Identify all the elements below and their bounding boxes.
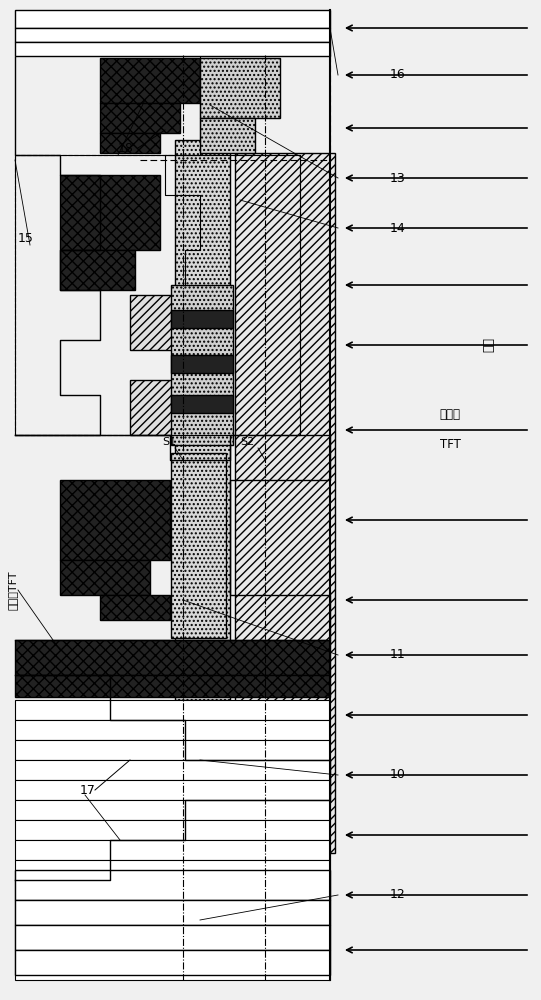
Bar [60,175,160,250]
Bar [15,760,330,780]
Bar [15,800,330,820]
Text: 18: 18 [118,141,134,154]
Bar [15,925,330,950]
Text: 12: 12 [390,888,406,902]
Text: S2: S2 [240,437,254,447]
Bar [175,140,230,700]
Bar [171,355,233,373]
Bar [60,480,170,560]
Bar [100,58,200,103]
Bar [15,640,330,675]
Bar [15,675,330,697]
Bar [130,380,175,435]
Text: 16: 16 [390,68,406,82]
Text: 13: 13 [390,172,406,184]
Bar [130,295,175,350]
Bar [15,950,330,975]
Bar [15,960,330,980]
Bar [200,58,280,118]
Bar [171,453,226,638]
Text: 17: 17 [80,784,96,796]
Text: 顶栅型TFT: 顶栅型TFT [8,570,18,610]
Bar [15,900,330,925]
Text: 底栅型: 底栅型 [439,408,460,422]
Text: 光线: 光线 [480,338,493,353]
Bar [15,42,330,56]
Text: 15: 15 [18,232,34,244]
Bar [15,820,330,840]
Bar [15,155,300,435]
Bar [15,920,330,940]
Text: TFT: TFT [439,438,460,452]
Text: 10: 10 [390,768,406,782]
Text: 11: 11 [390,648,406,662]
Text: 14: 14 [390,222,406,234]
Bar [15,740,330,760]
Bar [15,10,330,28]
Bar [15,880,330,900]
Bar [15,700,330,720]
Bar [100,103,180,133]
Bar [100,133,160,153]
Bar [60,250,135,290]
Bar [235,153,335,853]
Bar [171,285,233,445]
Bar [15,28,330,42]
Bar [60,560,150,595]
Bar [15,780,330,800]
Bar [15,720,330,740]
Bar [15,940,330,960]
Bar [15,860,330,880]
Bar [15,840,330,860]
Bar [100,595,170,620]
Bar [200,118,255,153]
Bar [15,155,300,435]
Bar [171,310,233,328]
Bar [171,395,233,413]
Bar [15,900,330,920]
Text: S1: S1 [162,437,176,447]
Bar [15,870,330,900]
